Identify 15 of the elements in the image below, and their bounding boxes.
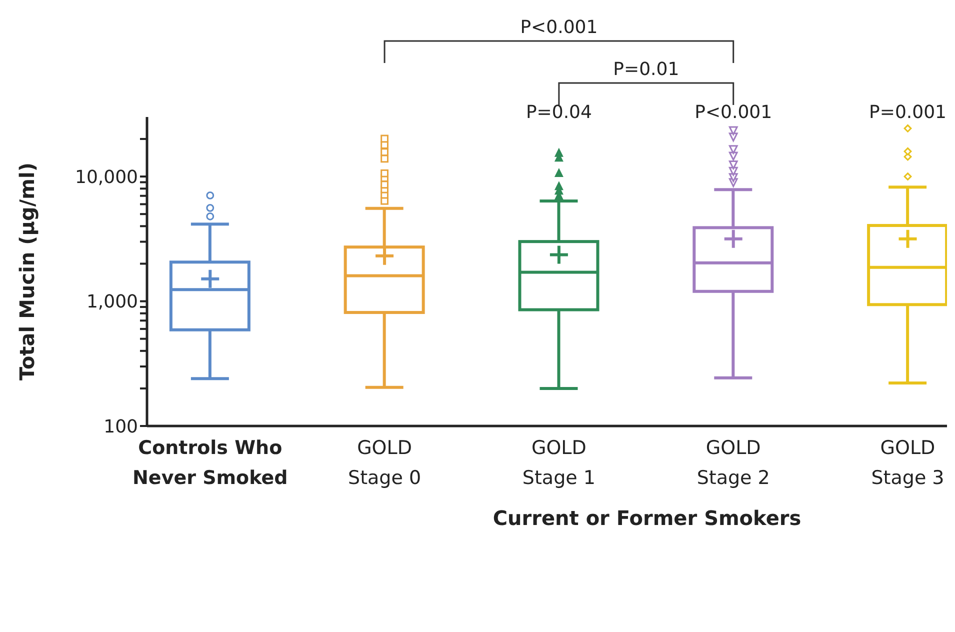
text: P<0.001 <box>520 17 598 38</box>
x-axis-title: Current or Former Smokers <box>492 506 802 530</box>
x-tick-label: Controls Who Never Smoked <box>132 437 288 489</box>
x-tick-label: GOLD Stage 3 <box>871 437 944 489</box>
y-tick-label: 10,000 <box>75 166 138 188</box>
y-tick-label: 1,000 <box>86 292 138 313</box>
annotation: P=0.04 <box>526 102 592 123</box>
annotation: P<0.001 <box>694 102 772 123</box>
x-tick-label: GOLD Stage 2 <box>696 437 770 489</box>
text: P=0.01 <box>613 59 680 80</box>
x-tick-label: GOLD Stage 0 <box>348 437 422 489</box>
annotation: P=0.001 <box>869 102 946 123</box>
y-tick-label: 100 <box>104 416 138 438</box>
x-tick-label: GOLD Stage 1 <box>522 437 596 489</box>
y-axis-title: Total Mucin (μg/ml) <box>15 162 40 380</box>
